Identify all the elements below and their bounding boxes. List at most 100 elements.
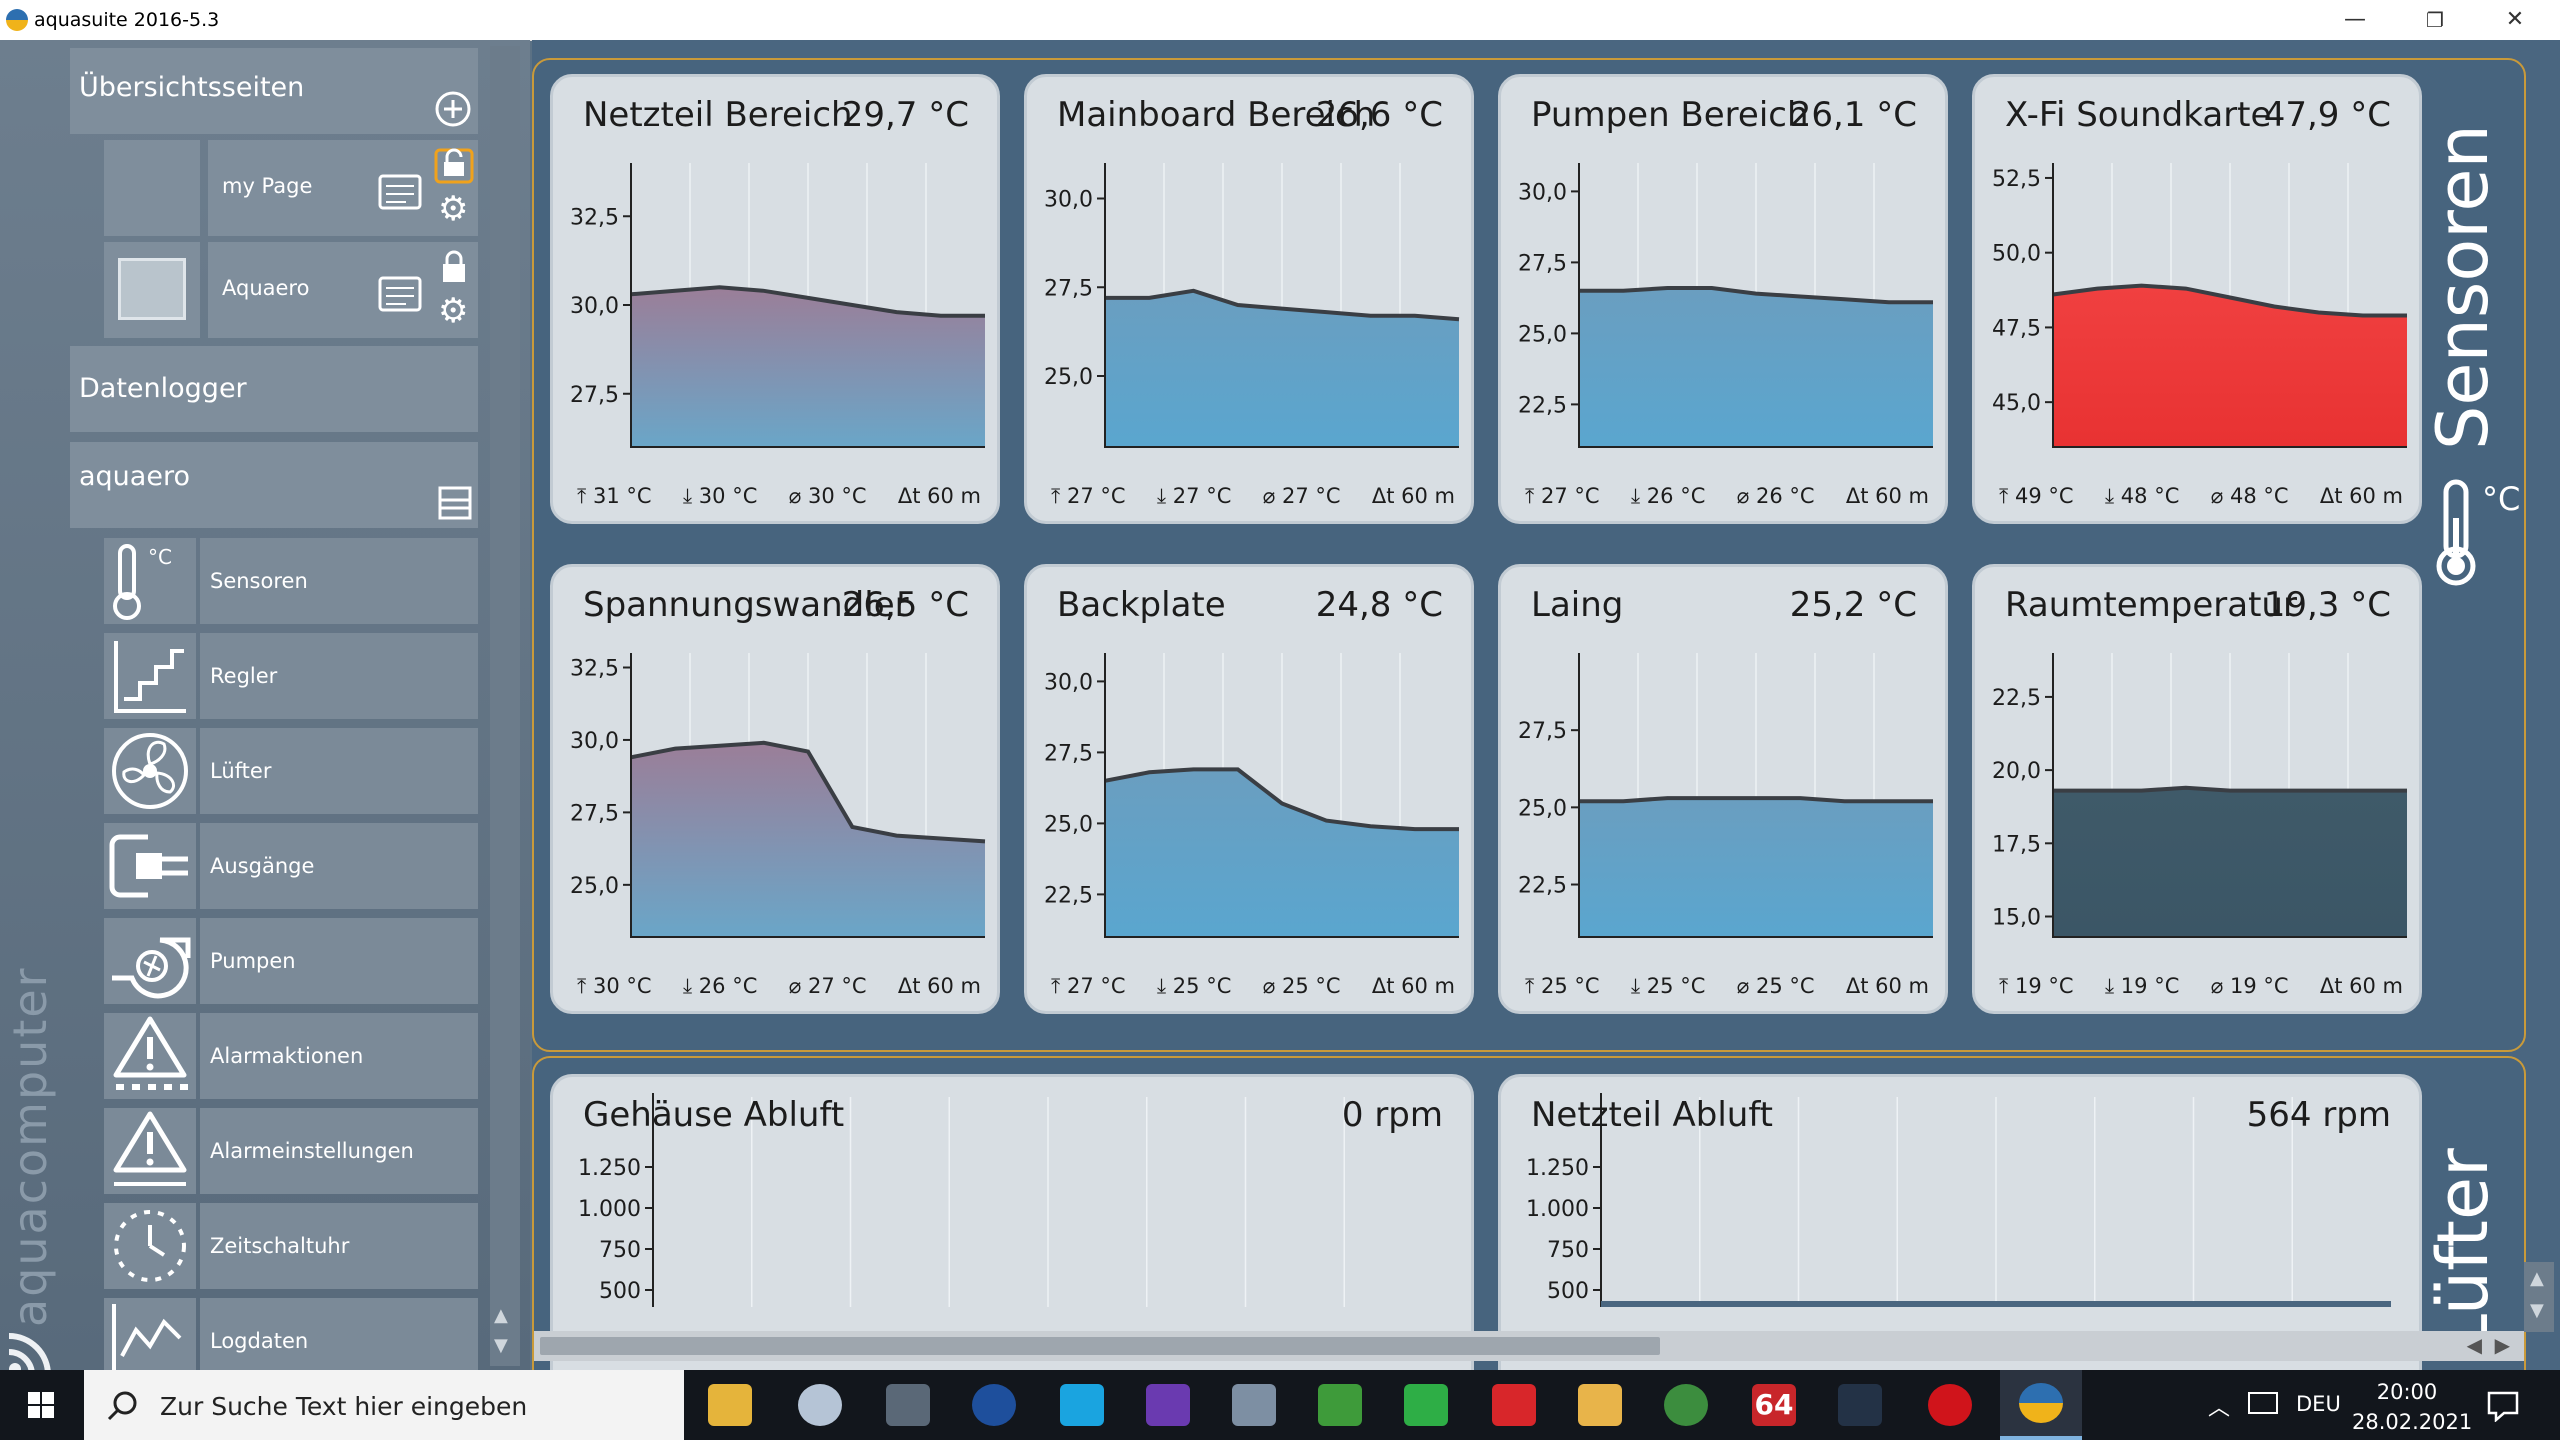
- axis: [1104, 163, 1459, 448]
- page-settings-gear-icon[interactable]: ⚙: [438, 291, 469, 331]
- butterfly-app-icon[interactable]: [972, 1384, 1016, 1426]
- main-vertical-scrollbar[interactable]: ▲ ▼: [2524, 1262, 2554, 1332]
- menu-item-alarmaktionen[interactable]: Alarmaktionen: [104, 1013, 478, 1099]
- series-area: [631, 287, 985, 447]
- file-explorer-icon[interactable]: [708, 1384, 752, 1426]
- scroll-down-icon[interactable]: ▼: [2530, 1300, 2544, 1321]
- network-tray-icon[interactable]: [2248, 1392, 2278, 1414]
- lock-icon[interactable]: [440, 250, 468, 284]
- sensor-value: 26,5 °C: [841, 585, 969, 625]
- language-indicator[interactable]: DEU: [2296, 1392, 2341, 1416]
- sensor-card[interactable]: Backplate 24,8 °C ⤒ 27 °C ⤓ 25 °C ⌀ 25 °C Δt …: [1024, 564, 1474, 1014]
- notes-app-icon[interactable]: [1578, 1384, 1622, 1426]
- scroll-up-icon[interactable]: ▲: [2530, 1268, 2544, 1289]
- datalogger-header[interactable]: Datenlogger: [70, 346, 478, 432]
- notification-center-icon[interactable]: [2486, 1390, 2520, 1422]
- scroll-right-icon[interactable]: ▶: [2494, 1333, 2510, 1357]
- menu-item-alarmeinstellungen[interactable]: Alarmeinstellungen: [104, 1108, 478, 1194]
- sensor-value: 25,2 °C: [1789, 585, 1917, 625]
- page-item-main[interactable]: Aquaero ⚙: [208, 242, 478, 338]
- min-icon: ⤓: [1156, 974, 1173, 998]
- scroll-up-icon[interactable]: ▲: [494, 1305, 508, 1326]
- sidebar-scrollbar[interactable]: ▲ ▼: [490, 46, 520, 1366]
- calculator-icon[interactable]: [886, 1384, 930, 1426]
- page-item-aquaero[interactable]: Aquaero ⚙: [104, 242, 478, 338]
- stat-avg-value: 30 °C: [807, 484, 867, 508]
- max-icon: ⤒: [1525, 484, 1541, 508]
- remote-page-icon[interactable]: [376, 162, 426, 214]
- unlocked-icon[interactable]: [434, 148, 474, 184]
- page-item-my-page[interactable]: my Page ⚙: [104, 140, 478, 236]
- menu-item-luefter[interactable]: Lüfter: [104, 728, 478, 814]
- flash-app-icon[interactable]: [1492, 1384, 1536, 1426]
- stat-avg-value: 27 °C: [807, 974, 867, 998]
- stat-max: ⤒ 31 °C: [577, 484, 652, 509]
- page-settings-gear-icon[interactable]: ⚙: [438, 189, 469, 229]
- sensor-card[interactable]: Raumtemperatur 19,3 °C ⤒ 19 °C ⤓ 19 °C ⌀ 19 …: [1972, 564, 2422, 1014]
- sensor-card[interactable]: Netzteil Bereich 29,7 °C ⤒ 31 °C ⤓ 30 °C ⌀ 3…: [550, 74, 1000, 524]
- fan-card[interactable]: Gehäuse Abluft 0 rpm 1.250 1.000 750 500: [550, 1074, 1474, 1374]
- windows-start-icon[interactable]: [0, 1370, 84, 1440]
- stat-span: Δt 60 m: [1846, 484, 1929, 509]
- sensor-card[interactable]: Spannungswandler 26,5 °C ⤒ 30 °C ⤓ 26 °C ⌀ 2…: [550, 564, 1000, 1014]
- tray-chevron-icon[interactable]: ︿: [2208, 1396, 2231, 1421]
- series-area: [1105, 290, 1459, 447]
- menu-item-sensoren[interactable]: °C Sensoren: [104, 538, 478, 624]
- overview-pages-header[interactable]: Übersichtsseiten: [70, 48, 478, 134]
- page-item-main[interactable]: my Page ⚙: [208, 140, 478, 236]
- sensor-card[interactable]: Laing 25,2 °C ⤒ 25 °C ⤓ 25 °C ⌀ 25 °C Δt 60 m…: [1498, 564, 1948, 1014]
- remote-page-icon[interactable]: [376, 264, 426, 316]
- timespan-icon: Δt: [897, 484, 928, 508]
- stat-min: ⤓ 26 °C: [683, 974, 758, 999]
- restore-button[interactable]: ❐: [2426, 8, 2444, 32]
- aida64-icon[interactable]: 64: [1752, 1384, 1796, 1426]
- clock-time[interactable]: 20:00: [2376, 1380, 2438, 1404]
- add-page-icon[interactable]: [434, 90, 472, 128]
- menu-item-regler[interactable]: Regler: [104, 633, 478, 719]
- max-icon: ⤒: [1051, 484, 1067, 508]
- horizontal-scrollbar[interactable]: ◀ ▶: [534, 1331, 2524, 1361]
- sensor-card[interactable]: Pumpen Bereich 26,1 °C ⤒ 27 °C ⤓ 26 °C ⌀ 26 …: [1498, 74, 1948, 524]
- aquasuite-taskbar-button[interactable]: [2000, 1370, 2082, 1440]
- fan-card[interactable]: Netzteil Abluft 564 rpm 1.250 1.000 750 500: [1498, 1074, 2422, 1374]
- sidebar: aquacomputer Übersichtsseiten my Page ⚙: [0, 40, 530, 1384]
- xbox-icon[interactable]: [1664, 1384, 1708, 1426]
- menu-item-zeitschaltuhr[interactable]: Zeitschaltuhr: [104, 1203, 478, 1289]
- clock-date[interactable]: 28.02.2021: [2352, 1410, 2473, 1434]
- average-icon: ⌀: [1736, 974, 1756, 998]
- max-icon: ⤒: [1525, 974, 1541, 998]
- cpu-app-icon[interactable]: [1146, 1384, 1190, 1426]
- overview-pages-label: Übersichtsseiten: [79, 72, 305, 103]
- network-app-icon[interactable]: [1404, 1384, 1448, 1426]
- paint-icon[interactable]: [798, 1384, 842, 1426]
- stat-avg: ⌀ 25 °C: [1737, 974, 1815, 999]
- menu-item-ausgaenge[interactable]: Ausgänge: [104, 823, 478, 909]
- menu-item-logdaten[interactable]: Logdaten: [104, 1298, 478, 1384]
- menu-item-pumpen[interactable]: Pumpen: [104, 918, 478, 1004]
- timespan-icon: Δt: [1845, 484, 1876, 508]
- tick-label: 500: [1547, 1279, 1589, 1304]
- drive-app-icon[interactable]: [1232, 1384, 1276, 1426]
- sensor-card[interactable]: X-Fi Soundkarte 47,9 °C ⤒ 49 °C ⤓ 48 °C ⌀ 48…: [1972, 74, 2422, 524]
- opera-icon[interactable]: [1928, 1384, 1972, 1426]
- tick-label: 27,5: [1518, 251, 1567, 276]
- scroll-left-icon[interactable]: ◀: [2466, 1333, 2482, 1357]
- gpu-app-icon[interactable]: [1318, 1384, 1362, 1426]
- aquaero-device-header[interactable]: aquaero: [70, 442, 478, 528]
- save-icon[interactable]: [438, 486, 472, 520]
- minimize-button[interactable]: —: [2344, 7, 2366, 32]
- app-blue-icon[interactable]: [1060, 1384, 1104, 1426]
- sensor-card[interactable]: Mainboard Bereich 26,6 °C ⤒ 27 °C ⤓ 27 °C ⌀ …: [1024, 74, 1474, 524]
- stat-span: Δt 60 m: [2320, 974, 2403, 999]
- taskbar-search[interactable]: Zur Suche Text hier eingeben: [84, 1370, 684, 1440]
- stat-min-value: 48 °C: [2120, 484, 2180, 508]
- aquasuite-logo-icon: [6, 9, 28, 31]
- timer-icon: [104, 1203, 196, 1289]
- stat-min: ⤓ 26 °C: [1631, 484, 1706, 509]
- horizontal-scrollbar-thumb[interactable]: [540, 1337, 1660, 1355]
- close-button[interactable]: ✕: [2505, 7, 2525, 32]
- scroll-down-icon[interactable]: ▼: [494, 1335, 508, 1356]
- stat-min-value: 26 °C: [698, 974, 758, 998]
- fan-control-app-icon[interactable]: [1838, 1384, 1882, 1426]
- tick-label: 25,0: [1044, 812, 1093, 837]
